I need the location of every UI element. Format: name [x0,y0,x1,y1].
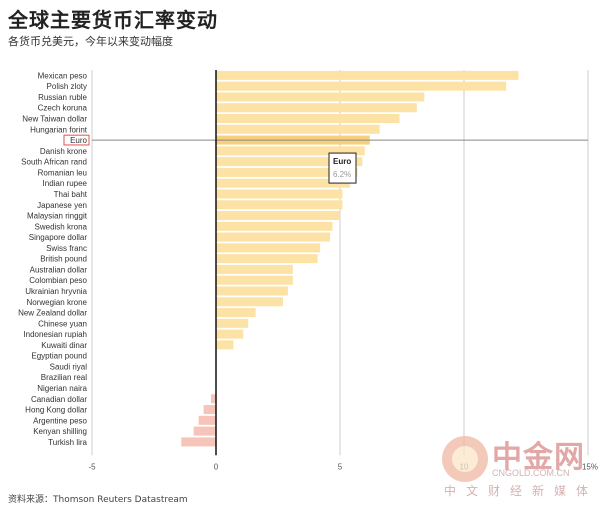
bar[interactable] [216,157,363,167]
chart-title: 全球主要货币汇率变动 [8,8,218,32]
watermark-tagline: 中文财经新媒体 [444,484,599,498]
bar[interactable] [216,232,331,242]
category-label: Turkish lira [48,438,87,447]
bar[interactable] [193,426,216,436]
bar[interactable] [216,254,318,264]
category-label: Kuwaiti dinar [41,341,87,350]
category-label: New Taiwan dollar [22,115,87,124]
bar[interactable] [216,189,343,199]
bar[interactable] [216,243,321,253]
tooltip-label: Euro [333,157,351,166]
category-label: Singapore dollar [29,233,88,242]
x-tick-label: 0 [214,462,219,471]
category-label: Thai baht [54,190,88,199]
category-label: Saudi riyal [50,362,88,371]
bar[interactable] [216,318,249,328]
bar[interactable] [216,308,256,318]
bar[interactable] [216,103,417,113]
category-label: Danish krone [40,147,88,156]
highlight-overlay: Euro 6.2% [63,70,588,456]
category-label: Australian dollar [30,265,88,274]
bar[interactable] [216,211,340,221]
bar[interactable] [216,264,293,274]
bar[interactable] [216,178,350,188]
category-label: Romanian leu [38,168,87,177]
watermark-name: 中金网 [492,440,585,475]
category-label: Euro [70,136,87,145]
watermark-domain: CNGOLD.COM.CN [492,468,570,478]
category-label: Polish zloty [47,82,87,91]
category-label: Swedish krona [35,222,88,231]
bar[interactable] [216,124,380,134]
category-label: Kenyan shilling [33,427,87,436]
grid-layer [91,70,589,456]
bar[interactable] [198,415,216,425]
category-label: Ukrainian hryvnia [25,287,87,296]
bar[interactable] [216,329,244,339]
category-label: Hong Kong dollar [25,406,87,415]
bar[interactable] [216,275,293,285]
bar[interactable] [216,92,425,102]
bar[interactable] [216,286,288,296]
x-tick-label: 5 [338,462,343,471]
category-label: Malaysian ringgit [27,212,88,221]
category-label: Japanese yen [37,201,87,210]
bar[interactable] [211,394,216,404]
category-label: Czech koruna [38,104,88,113]
category-label: Brazilian real [41,373,87,382]
bar[interactable] [216,221,333,231]
bar[interactable] [216,297,283,307]
category-label: Hungarian forint [30,125,88,134]
category-label: Indian rupee [43,179,88,188]
bar-layer [181,70,519,447]
bar[interactable] [216,70,519,80]
bar[interactable] [216,167,358,177]
watermark-logo-icon [442,436,488,482]
tooltip-box [328,152,357,184]
category-label: Mexican peso [38,71,88,80]
category-labels: Mexican peso Polish zloty Russian ruble Cze… [18,71,88,447]
category-label: Chinese yuan [38,319,87,328]
bar[interactable] [216,200,343,210]
bar[interactable] [216,340,234,350]
category-label: Swiss franc [46,244,87,253]
category-label: Russian ruble [38,93,87,102]
bar[interactable] [216,114,400,124]
category-label: Nigerian naira [37,384,87,393]
bar[interactable] [216,146,365,156]
bar[interactable] [216,81,507,91]
category-label: Canadian dollar [31,395,87,404]
category-label: Norwegian krone [27,298,88,307]
bar[interactable] [203,405,216,415]
highlight-label-box [63,134,90,146]
x-tick-label: 15% [582,462,598,471]
bar[interactable] [181,437,216,447]
tooltip-value: 6.2% [333,170,351,179]
category-label: Indonesian rupiah [23,330,87,339]
category-label: Colombian peso [29,276,87,285]
category-label: New Zealand dollar [18,309,87,318]
x-tick-label: -5 [88,462,96,471]
category-label: Argentine peso [33,416,87,425]
category-label: Egyptian pound [31,352,87,361]
source-note: 资料来源：Thomson Reuters Datastream [8,495,188,505]
category-label: British pound [40,255,87,264]
category-label: South African rand [21,158,87,167]
chart-subtitle: 各货币兑美元，今年以来变动幅度 [8,35,173,48]
